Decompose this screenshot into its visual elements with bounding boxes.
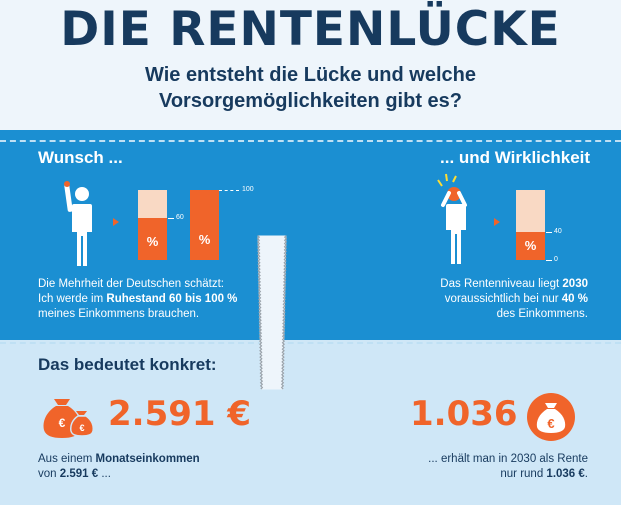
arrow-right-icon [113, 218, 119, 226]
tick-line [546, 260, 552, 261]
person-raising-hand-icon [64, 181, 92, 266]
person-head-in-hands-icon [437, 173, 467, 264]
dashed-divider [0, 342, 621, 344]
reality-description: Das Rentenniveau liegt 2030 voraussichtl… [440, 278, 588, 320]
euro-money-bag-icon: € [527, 393, 575, 441]
reality-heading: ... und Wirklichkeit [440, 148, 591, 167]
tick-60: 60 [176, 214, 184, 221]
wish-income-text: Aus einem Monatseinkommen von 2.591 € ..… [38, 453, 200, 480]
reality-bar: % [516, 232, 545, 260]
euro-money-bag-icon: € € [43, 399, 94, 438]
wish-bar-min: % [138, 218, 167, 260]
reality-pension-text: ... erhält man in 2030 als Rente nur run… [428, 453, 588, 480]
tick-0: 0 [554, 256, 558, 263]
zipper-gap [256, 235, 288, 390]
arrow-right-icon [494, 218, 500, 226]
percent-label: % [524, 238, 537, 253]
svg-text:€: € [79, 423, 84, 433]
wish-heading: Wunsch ... [38, 148, 123, 167]
tick-line [546, 232, 552, 233]
page-title: DIE RENTENLÜCKE [60, 2, 561, 57]
tick-40: 40 [554, 228, 562, 235]
tick-line [219, 190, 239, 191]
svg-text:€: € [59, 416, 66, 430]
tick-line [168, 218, 174, 219]
header: DIE RENTENLÜCKE Wie entsteht die Lücke u… [0, 0, 621, 128]
subtitle-line-1: Wie entsteht die Lücke und welche [145, 64, 476, 86]
subtitle-line-2: Vorsorgemöglichkeiten gibt es? [158, 90, 463, 112]
light-section [0, 340, 621, 505]
wish-amount: 2.591 € [108, 394, 252, 434]
concrete-heading: Das bedeutet konkret: [38, 355, 217, 374]
dashed-divider [0, 140, 621, 142]
percent-label: % [198, 232, 211, 247]
wish-description: Die Mehrheit der Deutschen schätzt: Ich … [38, 278, 238, 320]
svg-text:€: € [547, 416, 554, 431]
wish-bar-max: % [190, 190, 219, 260]
tick-100: 100 [242, 186, 254, 193]
percent-label: % [146, 234, 159, 249]
